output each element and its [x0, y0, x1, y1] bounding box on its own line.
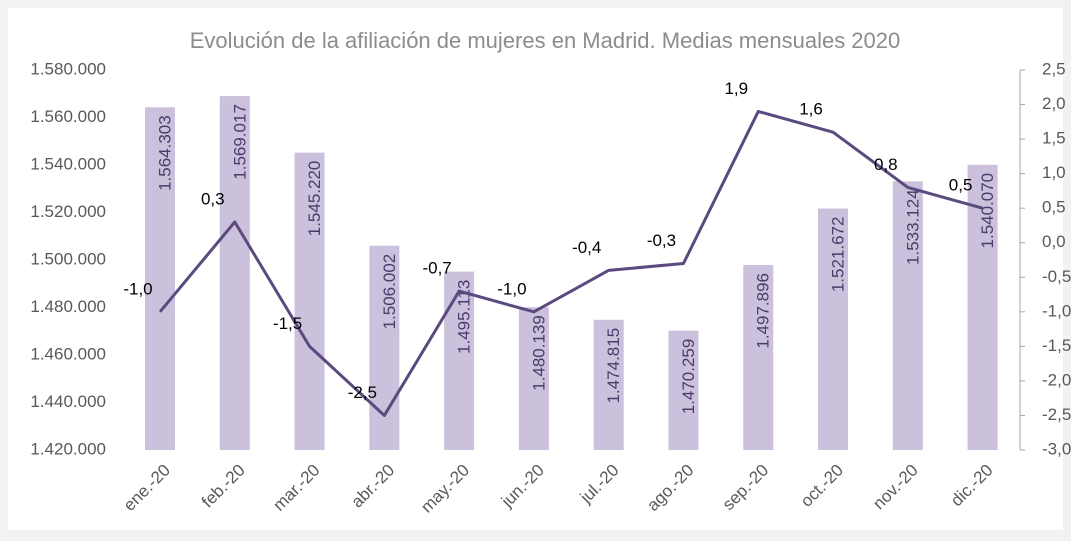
bar	[144, 107, 175, 451]
x-tick-label: jul.-20	[576, 461, 623, 508]
bar	[444, 271, 475, 450]
y2-tick-label: -3,0	[1042, 439, 1071, 458]
bar-value-label: 1.474.815	[604, 328, 623, 404]
bar	[892, 181, 923, 450]
y2-tick-label: 1,0	[1042, 163, 1066, 182]
bar-value-label: 1.569.017	[230, 104, 249, 180]
bar-value-label: 1.564.303	[155, 115, 174, 191]
y2-tick-label: -2,5	[1042, 405, 1071, 424]
line-value-label: -0,7	[422, 259, 451, 278]
x-tick-label: dic.-20	[947, 461, 997, 511]
x-tick-label: nov.-20	[869, 461, 922, 514]
bar-value-label: 1.506.002	[380, 254, 399, 330]
y-tick-label: 1.580.000	[30, 59, 106, 78]
y-tick-label: 1.460.000	[30, 344, 106, 363]
y2-tick-label: 2,0	[1042, 94, 1066, 113]
y2-tick-label: 1,5	[1042, 129, 1066, 148]
x-tick-label: may.-20	[417, 461, 473, 517]
bar-value-label: 1.495.113	[455, 280, 474, 354]
y-tick-label: 1.500.000	[30, 249, 106, 268]
x-tick-label: ago.-20	[643, 461, 697, 515]
line-value-label: 0,8	[874, 155, 898, 174]
bar	[668, 330, 699, 450]
bar-value-label: 1.545.220	[305, 161, 324, 237]
y-tick-label: 1.480.000	[30, 297, 106, 316]
bar-value-label: 1.540.070	[978, 173, 997, 249]
x-tick-label: jun.-20	[497, 461, 548, 512]
bar-value-label: 1.480.139	[529, 315, 548, 391]
y2-tick-label: -2,0	[1042, 370, 1071, 389]
bar	[219, 96, 250, 450]
x-tick-label: mar.-20	[269, 461, 323, 515]
bar-value-label: 1.521.672	[829, 217, 848, 293]
line	[158, 109, 984, 417]
y-tick-label: 1.440.000	[30, 392, 106, 411]
bar	[967, 164, 998, 451]
y2-tick-label: -1,0	[1042, 301, 1071, 320]
line-value-label: 0,5	[949, 176, 973, 195]
line-value-label: 0,3	[201, 189, 225, 208]
bar	[593, 319, 624, 450]
x-tick-label: oct.-20	[797, 461, 847, 511]
line-value-label: -0,3	[647, 231, 676, 250]
x-tick-label: abr.-20	[347, 461, 398, 512]
line-value-label: -1,5	[273, 314, 302, 333]
y2-tick-label: 2,5	[1042, 59, 1066, 78]
y-tick-label: 1.420.000	[30, 439, 106, 458]
bar-value-label: 1.470.259	[679, 339, 698, 415]
y-tick-label: 1.520.000	[30, 202, 106, 221]
x-tick-label: ene.-20	[120, 461, 174, 515]
line-value-label: -1,0	[123, 279, 152, 298]
bar	[294, 152, 325, 451]
y-tick-label: 1.540.000	[30, 154, 106, 173]
line-value-label: -2,5	[348, 383, 377, 402]
y2-tick-label: 0,0	[1042, 232, 1066, 251]
bar-value-label: 1.497.896	[754, 273, 773, 349]
x-tick-label: feb.-20	[198, 461, 249, 512]
bar-value-label: 1.533.124	[903, 189, 922, 265]
y2-tick-label: 0,5	[1042, 198, 1066, 217]
line-value-label: -0,4	[572, 238, 601, 257]
x-tick-label: sep.-20	[719, 461, 773, 515]
y2-tick-label: -1,5	[1042, 336, 1071, 355]
chart-title: Evolución de la afiliación de mujeres en…	[189, 28, 901, 53]
bar	[818, 208, 849, 450]
line-value-label: 1,9	[724, 79, 748, 98]
line-value-label: -1,0	[497, 279, 526, 298]
y2-tick-label: -0,5	[1042, 267, 1071, 286]
y-tick-label: 1.560.000	[30, 107, 106, 126]
line-value-label: 1,6	[799, 100, 823, 119]
bar	[518, 307, 549, 450]
bar	[743, 264, 774, 450]
